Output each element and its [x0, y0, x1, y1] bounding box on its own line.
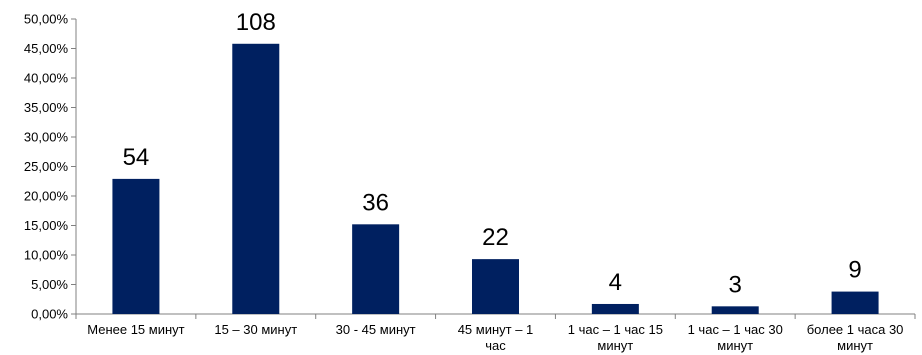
bar — [232, 43, 280, 314]
x-tick-label: Менее 15 минут — [87, 322, 184, 337]
x-tick-label-line: более 1 часа 30 — [807, 322, 904, 337]
y-tick-label: 20,00% — [24, 189, 69, 204]
y-tick-label: 25,00% — [24, 159, 69, 174]
x-tick-label: 30 - 45 минут — [336, 322, 416, 337]
x-tick-label: 1 час – 1 час 15 минут — [568, 322, 663, 353]
x-tick-label-line: Менее 15 минут — [87, 322, 184, 337]
x-tick-label: 1 час – 1 час 30 минут — [688, 322, 783, 353]
y-tick-label: 10,00% — [24, 248, 69, 263]
y-tick-label: 35,00% — [24, 100, 69, 115]
data-label: 108 — [236, 9, 276, 36]
tick-labels: 0,00% 5,00% 10,00% 15,00% 20,00% 25,00% 30,00%… — [24, 12, 904, 354]
data-label: 36 — [362, 189, 389, 216]
data-label: 3 — [729, 271, 742, 298]
bar — [591, 303, 639, 314]
x-tick-label-line: минут — [717, 338, 753, 353]
x-tick-label-line: 45 минут – 1 — [458, 322, 534, 337]
x-tick-label-line: минут — [837, 338, 873, 353]
x-tick-label-line: 30 - 45 минут — [336, 322, 416, 337]
bar — [352, 224, 400, 314]
bar — [711, 306, 759, 314]
y-tick-label: 0,00% — [31, 307, 68, 322]
data-label: 22 — [482, 224, 509, 251]
y-tick-label: 45,00% — [24, 41, 69, 56]
x-tick-label-line: минут — [597, 338, 633, 353]
x-tick-label-line: 15 – 30 минут — [214, 322, 297, 337]
data-label: 54 — [123, 144, 150, 171]
data-label: 9 — [848, 257, 861, 284]
x-tick-label: более 1 часа 30 минут — [807, 322, 904, 353]
bar — [112, 178, 160, 314]
x-tick-label-line: 1 час – 1 час 15 — [568, 322, 663, 337]
y-tick-label: 30,00% — [24, 130, 69, 145]
bar — [831, 291, 879, 314]
y-tick-label: 40,00% — [24, 71, 69, 86]
bars — [112, 43, 879, 314]
data-labels: 54 108 36 22 4 3 9 — [123, 9, 862, 299]
x-tick-label-line: 1 час – 1 час 30 — [688, 322, 783, 337]
y-tick-label: 15,00% — [24, 218, 69, 233]
data-label: 4 — [609, 269, 622, 296]
bar — [472, 259, 519, 314]
y-tick-label: 5,00% — [31, 277, 68, 292]
x-tick-label: 15 – 30 минут — [214, 322, 297, 337]
x-tick-label: 45 минут – 1 час — [458, 322, 534, 353]
y-tick-label: 50,00% — [24, 12, 69, 27]
x-tick-label-line: час — [485, 338, 506, 353]
